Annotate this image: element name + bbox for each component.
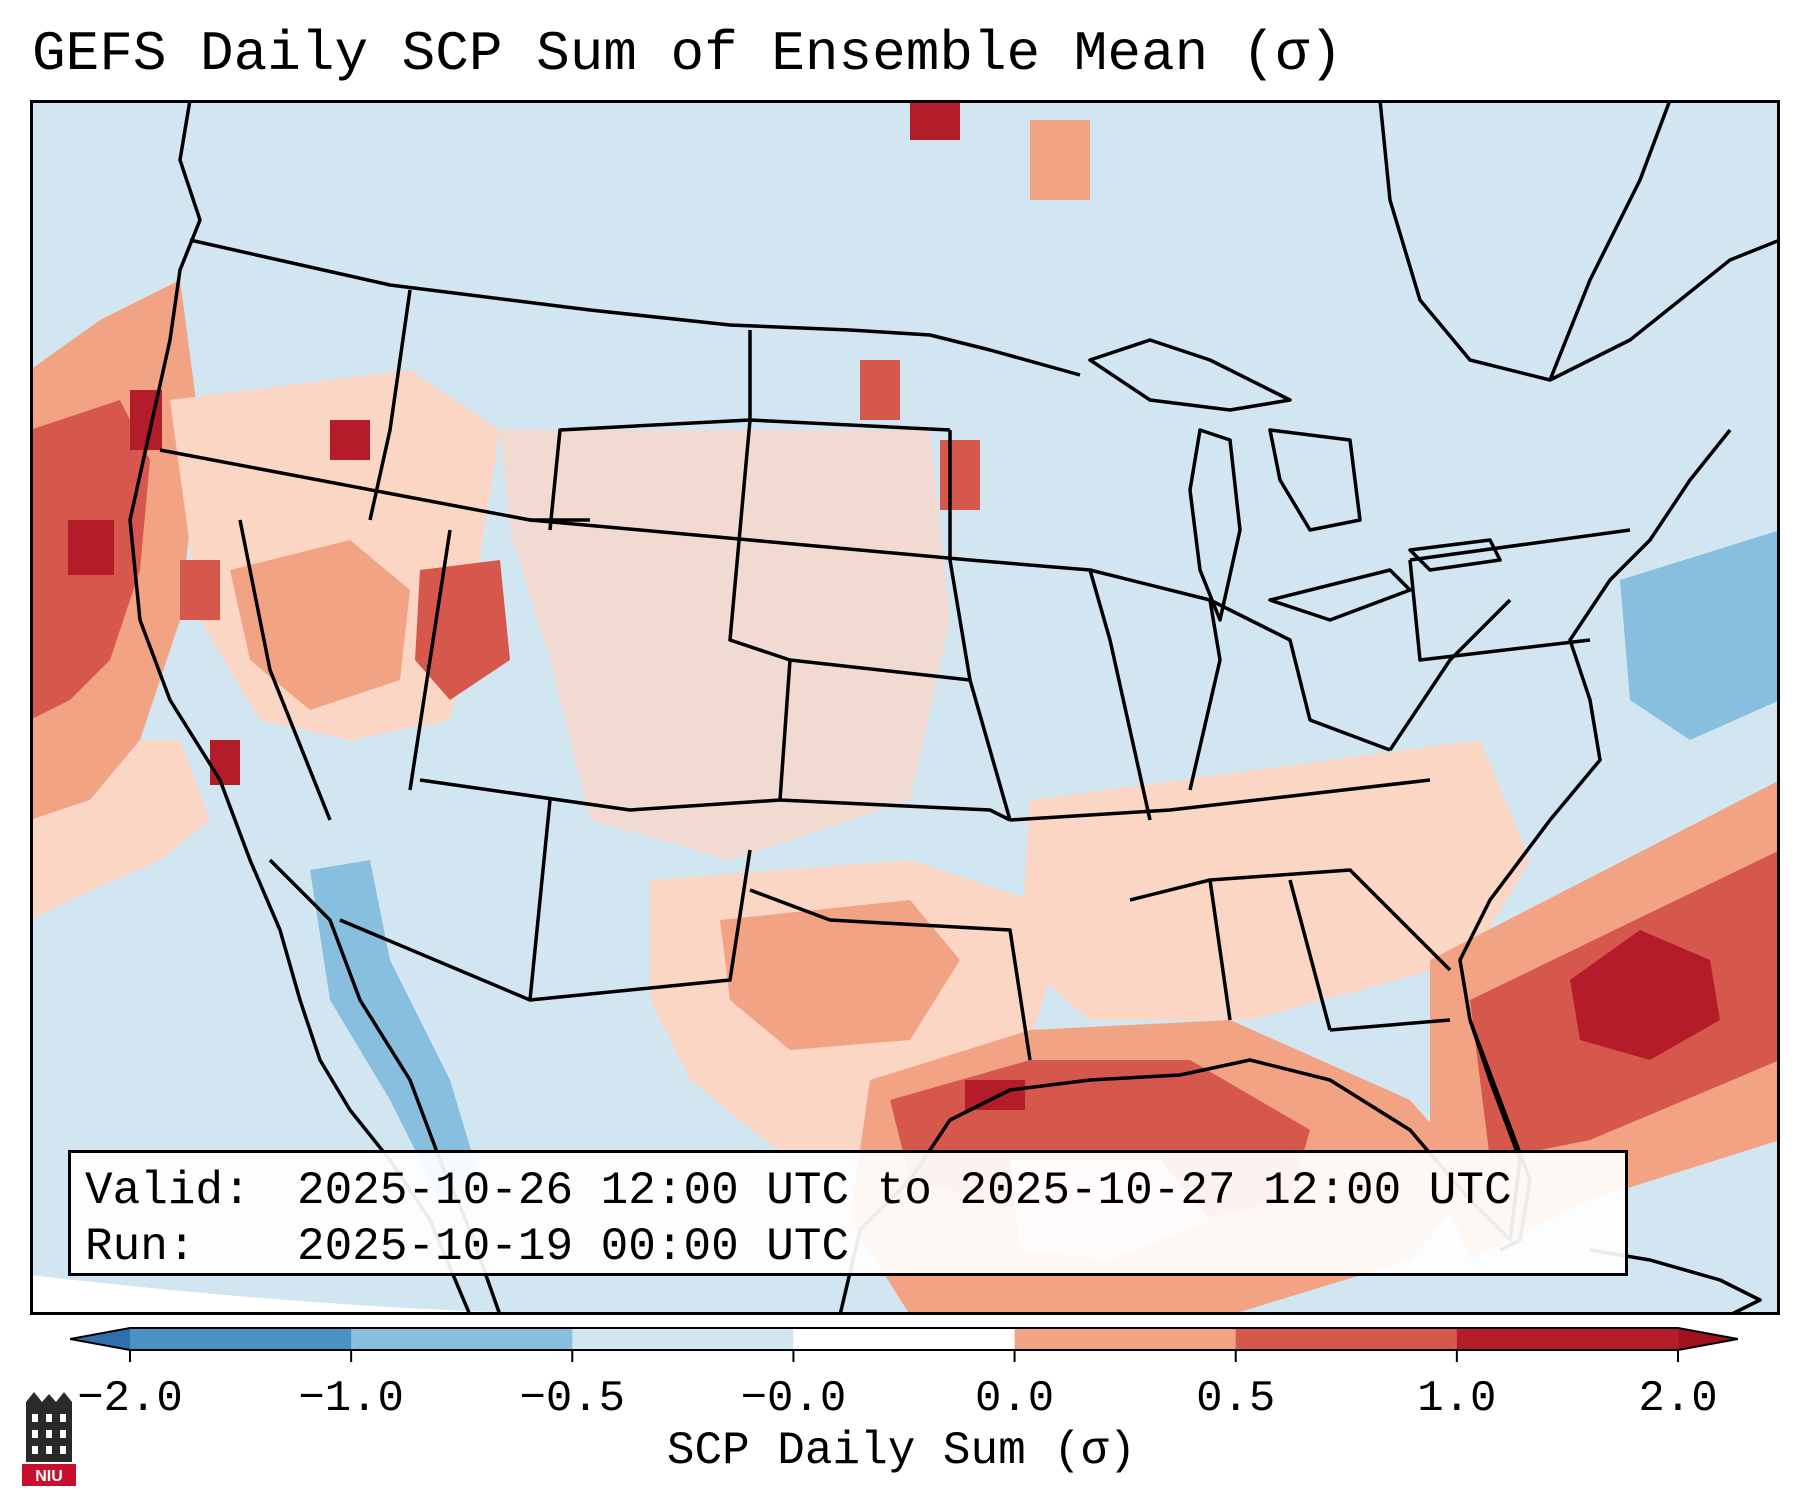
- border-canada: [189, 238, 1081, 377]
- scp-map: [30, 100, 1780, 1315]
- border-state: [749, 888, 1032, 1061]
- colorbar-swatch: [1235, 1328, 1458, 1350]
- border-state: [238, 519, 332, 821]
- colorbar-swatch: [793, 1328, 1016, 1350]
- field-pacific-light: [30, 740, 210, 920]
- colorbar-tick-label: 0.0: [975, 1374, 1054, 1424]
- map-frame: [30, 100, 1780, 1315]
- border-state: [1209, 598, 1391, 752]
- border-state: [408, 529, 452, 791]
- colorbar-extend-low: [70, 1328, 130, 1350]
- border-state: [339, 918, 531, 1002]
- colorbar-label: SCP Daily Sum (σ): [666, 1425, 1137, 1477]
- lake-huron: [1268, 428, 1362, 532]
- cell-sd-high: [940, 440, 980, 510]
- colorbar-tick-label: −1.0: [298, 1374, 404, 1424]
- colorbar: −2.0 −1.0 −0.5 −0.0 0.0 0.5 1.0 2.0: [70, 1327, 1738, 1424]
- colorbar-tick-label: 0.5: [1196, 1374, 1275, 1424]
- cell-canada-high: [910, 100, 960, 140]
- cell-ca-mid: [180, 560, 220, 620]
- outlines: [128, 100, 1780, 1315]
- colorbar-swatch: [1456, 1328, 1679, 1350]
- colorbar-swatch: [1014, 1328, 1237, 1350]
- projection-edge: [30, 1275, 590, 1315]
- border-state: [1409, 528, 1631, 562]
- cell-idaho-high: [330, 420, 370, 460]
- border-state: [368, 289, 412, 521]
- border-state: [1089, 568, 1222, 791]
- lake-erie: [1268, 568, 1412, 622]
- colorbar-swatch: [351, 1328, 573, 1350]
- chart-title: GEFS Daily SCP Sum of Ensemble Mean (σ): [32, 22, 1343, 86]
- border-state: [1009, 778, 1431, 822]
- field-gulf-calif-neg: [310, 860, 480, 1200]
- field-texas-mid: [720, 900, 960, 1050]
- valid-label: Valid:: [85, 1165, 251, 1217]
- border-state: [728, 330, 971, 682]
- lake-ontario: [1408, 538, 1502, 572]
- valid-value: 2025-10-26 12:00 UTC to 2025-10-27 12:00…: [297, 1165, 1512, 1217]
- valid-run-box: Valid: 2025-10-26 12:00 UTC to 2025-10-27…: [68, 1150, 1628, 1276]
- cell-ca-high: [68, 520, 114, 575]
- niu-logo: NIU: [22, 1392, 76, 1486]
- cell-atlantic-high: [1570, 930, 1720, 1060]
- colorbar-tick-label: 2.0: [1638, 1374, 1717, 1424]
- run-value: 2025-10-19 00:00 UTC: [297, 1221, 850, 1273]
- border-state: [529, 518, 971, 562]
- run-label: Run:: [85, 1221, 196, 1273]
- border-state: [1329, 1018, 1451, 1032]
- border-state: [1408, 559, 1591, 662]
- border-state: [1129, 868, 1452, 972]
- border-state: [969, 558, 1152, 821]
- colorbar-swatch: [130, 1328, 352, 1350]
- cell-la-high: [965, 1080, 1025, 1110]
- coastline-hudson: [1378, 100, 1551, 382]
- colorbar-tick-label: 1.0: [1417, 1374, 1496, 1424]
- lake-michigan: [1188, 428, 1242, 622]
- logo-text: NIU: [35, 1468, 63, 1485]
- cell-canada-2: [1030, 120, 1090, 200]
- colorbar-tick-label: −0.0: [741, 1374, 847, 1424]
- colorbar-tick-label: −2.0: [77, 1374, 183, 1424]
- border-state: [1288, 879, 1332, 1031]
- colorbar-swatch: [572, 1328, 794, 1350]
- border-state: [419, 778, 781, 812]
- border-state: [778, 659, 1011, 822]
- lake-superior: [1088, 338, 1292, 412]
- colorbar-extend-high: [1678, 1328, 1738, 1350]
- border-state: [548, 418, 951, 531]
- border-state: [1388, 598, 1512, 751]
- field-nevada-utah: [230, 540, 410, 710]
- coastline-cuba: [1589, 1248, 1762, 1315]
- coastline-west: [128, 100, 472, 1315]
- cell-nd-high: [860, 360, 900, 420]
- border-state: [948, 430, 1012, 821]
- border-state: [1208, 879, 1232, 1021]
- coastline-quebec: [1548, 100, 1780, 382]
- colorbar-tick-label: −0.5: [519, 1374, 625, 1424]
- cell-ca-south-high: [210, 740, 240, 785]
- field-plains: [500, 430, 950, 860]
- border-state: [528, 799, 752, 1002]
- coastline-atlantic: [1458, 428, 1732, 1021]
- field-atlantic-neg: [1620, 530, 1780, 740]
